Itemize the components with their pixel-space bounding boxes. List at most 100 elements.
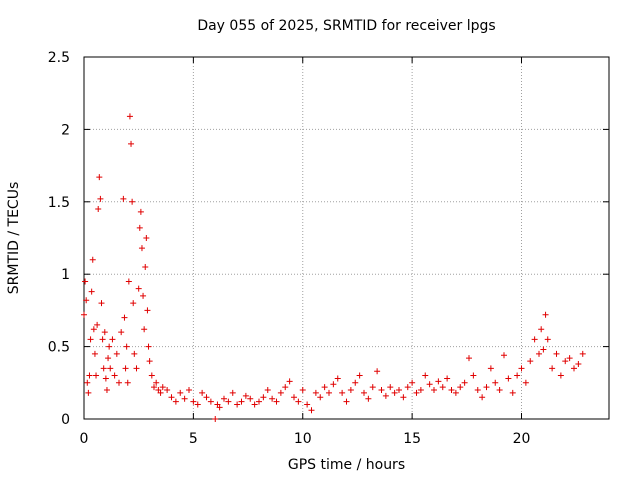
data-point bbox=[90, 326, 97, 333]
data-point bbox=[374, 368, 381, 375]
data-point bbox=[382, 392, 389, 399]
data-point bbox=[123, 343, 130, 350]
data-point bbox=[575, 360, 582, 367]
data-point bbox=[474, 387, 481, 394]
data-point bbox=[273, 398, 280, 405]
data-point bbox=[125, 278, 132, 285]
data-point bbox=[422, 372, 429, 379]
data-point bbox=[126, 113, 133, 120]
plot-area bbox=[84, 57, 609, 419]
data-point bbox=[536, 350, 542, 357]
data-point bbox=[413, 389, 420, 396]
data-point bbox=[496, 387, 503, 394]
x-tick-label: 15 bbox=[403, 431, 421, 447]
data-point bbox=[308, 407, 315, 414]
data-point bbox=[142, 263, 149, 270]
data-point bbox=[356, 372, 363, 379]
data-point bbox=[144, 307, 151, 314]
data-point bbox=[304, 401, 311, 408]
x-tick-label: 5 bbox=[189, 431, 198, 447]
chart-title: Day 055 of 2025, SRMTID for receiver lpg… bbox=[197, 18, 496, 34]
data-point bbox=[229, 389, 236, 396]
data-point bbox=[343, 398, 350, 405]
data-point bbox=[91, 350, 98, 357]
grid-lines bbox=[84, 57, 609, 419]
data-point bbox=[116, 379, 122, 386]
data-point bbox=[238, 398, 245, 405]
data-point bbox=[164, 387, 171, 394]
y-tick-label: 2 bbox=[61, 122, 70, 138]
data-point bbox=[111, 372, 118, 379]
data-point bbox=[129, 198, 136, 205]
data-point bbox=[225, 398, 232, 405]
data-point bbox=[136, 224, 143, 231]
data-point bbox=[330, 381, 337, 388]
data-point bbox=[334, 375, 341, 382]
data-point bbox=[131, 350, 138, 357]
x-axis-label: GPS time / hours bbox=[287, 457, 406, 473]
x-tick-label: 0 bbox=[80, 431, 89, 447]
data-point bbox=[566, 355, 573, 362]
data-point bbox=[151, 384, 157, 391]
data-point bbox=[461, 379, 468, 386]
data-point bbox=[128, 140, 135, 147]
data-point bbox=[260, 394, 267, 401]
data-point bbox=[404, 384, 411, 391]
data-point bbox=[140, 292, 147, 299]
data-point bbox=[553, 350, 560, 357]
data-point bbox=[538, 326, 545, 333]
data-point bbox=[141, 326, 148, 333]
tick-marks bbox=[83, 56, 609, 420]
data-point bbox=[98, 300, 105, 307]
data-point bbox=[286, 378, 293, 385]
data-point bbox=[247, 395, 254, 402]
data-point bbox=[113, 350, 120, 357]
data-point bbox=[203, 394, 210, 401]
data-point bbox=[347, 387, 354, 394]
data-point bbox=[146, 358, 153, 365]
data-point bbox=[84, 379, 91, 386]
data-point bbox=[487, 365, 494, 372]
data-point bbox=[103, 387, 110, 394]
data-point bbox=[186, 387, 192, 394]
data-point bbox=[181, 395, 188, 402]
data-point bbox=[207, 398, 214, 405]
data-point bbox=[466, 355, 472, 362]
data-point bbox=[562, 358, 569, 365]
data-point bbox=[251, 401, 258, 408]
data-point bbox=[391, 389, 398, 396]
y-tick-label: 1 bbox=[61, 267, 70, 283]
data-point bbox=[531, 336, 538, 343]
data-point bbox=[439, 384, 446, 391]
data-point bbox=[483, 384, 490, 391]
data-point bbox=[557, 372, 564, 379]
data-point bbox=[518, 365, 525, 372]
data-point bbox=[93, 372, 100, 379]
data-point bbox=[431, 387, 437, 394]
axes-frame bbox=[83, 56, 610, 420]
data-point bbox=[122, 365, 129, 372]
data-point bbox=[88, 288, 95, 295]
data-point bbox=[277, 389, 284, 396]
data-point bbox=[118, 329, 125, 336]
data-point bbox=[295, 398, 302, 405]
data-point bbox=[242, 392, 249, 399]
data-point bbox=[444, 375, 451, 382]
data-point bbox=[457, 384, 464, 391]
data-point bbox=[81, 311, 87, 318]
data-point bbox=[492, 379, 499, 386]
data-point bbox=[102, 375, 109, 382]
data-point bbox=[137, 208, 144, 215]
data-point bbox=[409, 379, 416, 386]
data-point bbox=[106, 343, 113, 350]
data-point bbox=[234, 401, 241, 408]
data-point bbox=[365, 395, 372, 402]
data-point bbox=[89, 256, 96, 263]
data-point bbox=[212, 416, 219, 422]
data-point bbox=[194, 401, 201, 408]
data-point bbox=[514, 372, 521, 379]
plot-border bbox=[83, 56, 610, 420]
data-point bbox=[448, 387, 455, 394]
data-points bbox=[81, 113, 586, 422]
data-point bbox=[199, 389, 206, 396]
